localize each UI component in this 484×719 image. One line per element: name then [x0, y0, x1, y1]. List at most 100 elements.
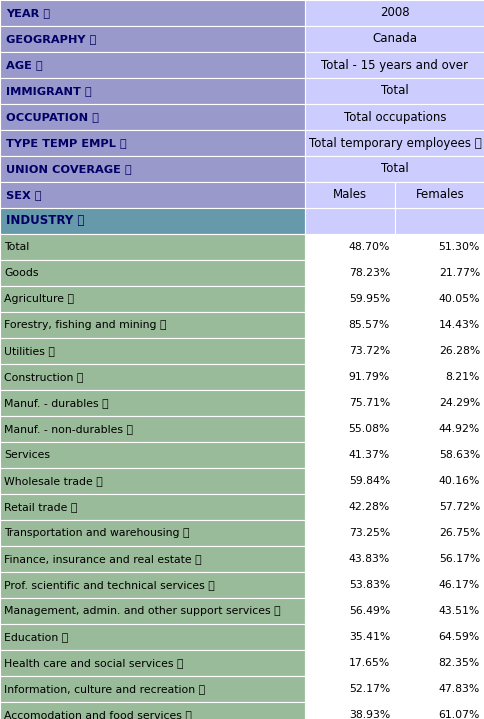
Text: 26.75%: 26.75% [438, 528, 479, 538]
Text: Agriculture ⓘ: Agriculture ⓘ [4, 294, 74, 304]
Bar [0, 572, 304, 598]
Text: IMMIGRANT ⓘ: IMMIGRANT ⓘ [6, 86, 91, 96]
Text: Construction ⓘ: Construction ⓘ [4, 372, 83, 382]
Bar [394, 234, 484, 260]
Text: 61.07%: 61.07% [438, 710, 479, 719]
Text: 58.63%: 58.63% [438, 450, 479, 460]
Bar [304, 0, 484, 26]
Bar [304, 26, 484, 52]
Text: Total - 15 years and over: Total - 15 years and over [321, 58, 468, 71]
Bar [0, 182, 304, 208]
Bar [394, 182, 484, 208]
Text: YEAR ⓘ: YEAR ⓘ [6, 8, 50, 18]
Bar [304, 468, 394, 494]
Text: 44.92%: 44.92% [438, 424, 479, 434]
Bar [304, 52, 484, 78]
Text: 85.57%: 85.57% [348, 320, 389, 330]
Text: 55.08%: 55.08% [348, 424, 389, 434]
Text: Prof. scientific and technical services ⓘ: Prof. scientific and technical services … [4, 580, 214, 590]
Text: 64.59%: 64.59% [438, 632, 479, 642]
Text: 21.77%: 21.77% [438, 268, 479, 278]
Text: 52.17%: 52.17% [348, 684, 389, 694]
Text: 73.25%: 73.25% [348, 528, 389, 538]
Bar [0, 26, 304, 52]
Bar [394, 364, 484, 390]
Text: Finance, insurance and real estate ⓘ: Finance, insurance and real estate ⓘ [4, 554, 201, 564]
Bar [0, 546, 304, 572]
Bar [0, 676, 304, 702]
Text: Total: Total [4, 242, 29, 252]
Bar [0, 494, 304, 520]
Bar [304, 286, 394, 312]
Text: Total: Total [380, 85, 408, 98]
Bar [304, 390, 394, 416]
Bar [394, 312, 484, 338]
Bar [394, 520, 484, 546]
Text: Goods: Goods [4, 268, 38, 278]
Text: AGE ⓘ: AGE ⓘ [6, 60, 43, 70]
Text: INDUSTRY ⓘ: INDUSTRY ⓘ [6, 214, 84, 227]
Bar [304, 494, 394, 520]
Bar [0, 260, 304, 286]
Text: 78.23%: 78.23% [348, 268, 389, 278]
Text: 56.17%: 56.17% [438, 554, 479, 564]
Bar [0, 442, 304, 468]
Text: 73.72%: 73.72% [348, 346, 389, 356]
Bar [0, 364, 304, 390]
Bar [304, 364, 394, 390]
Bar [304, 442, 394, 468]
Text: 42.28%: 42.28% [348, 502, 389, 512]
Bar [0, 598, 304, 624]
Text: 38.93%: 38.93% [348, 710, 389, 719]
Bar [304, 624, 394, 650]
Text: 75.71%: 75.71% [348, 398, 389, 408]
Text: 41.37%: 41.37% [348, 450, 389, 460]
Text: 56.49%: 56.49% [348, 606, 389, 616]
Bar [394, 338, 484, 364]
Text: Services: Services [4, 450, 50, 460]
Bar [0, 0, 304, 26]
Bar [304, 260, 394, 286]
Bar [0, 624, 304, 650]
Text: 59.95%: 59.95% [348, 294, 389, 304]
Bar [0, 338, 304, 364]
Text: Manuf. - durables ⓘ: Manuf. - durables ⓘ [4, 398, 108, 408]
Bar [0, 286, 304, 312]
Bar [304, 520, 394, 546]
Bar [0, 468, 304, 494]
Text: Education ⓘ: Education ⓘ [4, 632, 68, 642]
Bar [0, 130, 304, 156]
Text: Canada: Canada [372, 32, 417, 45]
Bar [0, 702, 304, 719]
Bar [0, 78, 304, 104]
Text: Retail trade ⓘ: Retail trade ⓘ [4, 502, 77, 512]
Bar [304, 598, 394, 624]
Text: TYPE TEMP EMPL ⓘ: TYPE TEMP EMPL ⓘ [6, 138, 126, 148]
Text: Transportation and warehousing ⓘ: Transportation and warehousing ⓘ [4, 528, 189, 538]
Text: Manuf. - non-durables ⓘ: Manuf. - non-durables ⓘ [4, 424, 133, 434]
Bar [394, 598, 484, 624]
Text: 53.83%: 53.83% [348, 580, 389, 590]
Bar [394, 286, 484, 312]
Text: 47.83%: 47.83% [438, 684, 479, 694]
Bar [304, 208, 394, 234]
Text: Males: Males [332, 188, 366, 201]
Text: 82.35%: 82.35% [438, 658, 479, 668]
Text: Forestry, fishing and mining ⓘ: Forestry, fishing and mining ⓘ [4, 320, 166, 330]
Text: GEOGRAPHY ⓘ: GEOGRAPHY ⓘ [6, 34, 96, 44]
Text: 35.41%: 35.41% [348, 632, 389, 642]
Bar [304, 572, 394, 598]
Text: 57.72%: 57.72% [438, 502, 479, 512]
Bar [0, 390, 304, 416]
Bar [304, 338, 394, 364]
Bar [394, 208, 484, 234]
Bar [304, 182, 394, 208]
Bar [304, 156, 484, 182]
Text: 40.05%: 40.05% [438, 294, 479, 304]
Text: Total occupations: Total occupations [343, 111, 445, 124]
Text: Females: Females [415, 188, 463, 201]
Text: 17.65%: 17.65% [348, 658, 389, 668]
Bar [394, 494, 484, 520]
Text: Management, admin. and other support services ⓘ: Management, admin. and other support ser… [4, 606, 280, 616]
Text: 91.79%: 91.79% [348, 372, 389, 382]
